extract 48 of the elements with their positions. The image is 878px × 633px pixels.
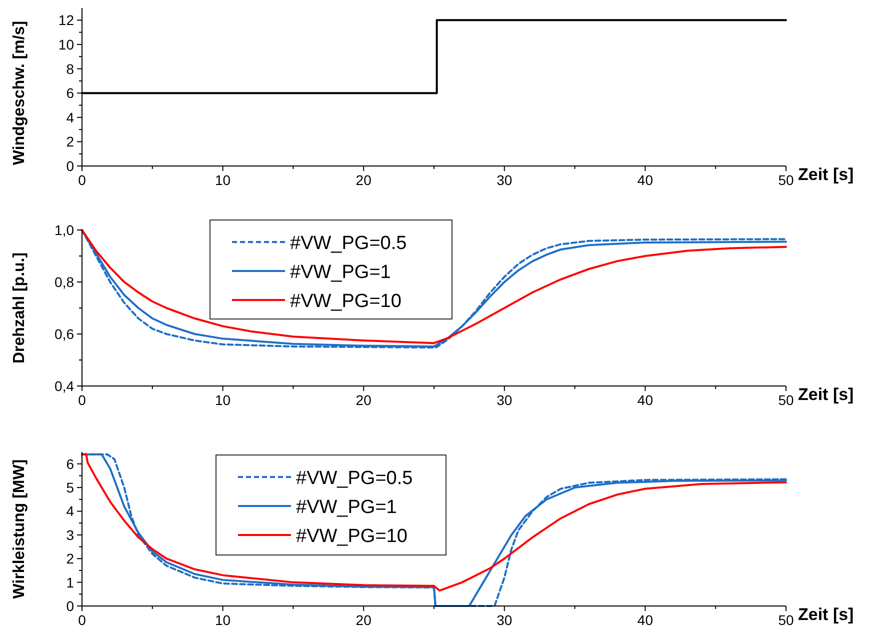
x-tick-label: 20	[356, 392, 372, 408]
x-tick-label: 40	[637, 392, 654, 408]
y-tick-label: 12	[58, 12, 74, 28]
legend-label: #VW_PG=0.5	[290, 233, 407, 254]
legend-label: #VW_PG=10	[290, 291, 402, 312]
y-tick-label: 0,4	[54, 378, 74, 394]
x-tick-label: 40	[637, 612, 654, 628]
x-tick-label: 0	[78, 392, 86, 408]
legend-label: #VW_PG=10	[296, 526, 408, 547]
legend-label: #VW_PG=0.5	[296, 468, 413, 489]
x-tick-label: 0	[78, 612, 86, 628]
y-axis-title: Windgeschw. [m/s]	[11, 20, 28, 166]
x-axis-title: Zeit [s]	[798, 385, 854, 404]
y-tick-label: 1,0	[54, 222, 74, 238]
y-tick-label: 8	[66, 60, 74, 77]
y-tick-label: 4	[66, 503, 74, 520]
x-axis-title: Zeit [s]	[798, 605, 854, 624]
y-tick-label: 5	[66, 480, 74, 496]
y-tick-label: 0	[66, 158, 74, 174]
x-tick-label: 30	[496, 392, 512, 408]
y-tick-label: 10	[58, 36, 74, 52]
x-tick-label: 40	[637, 172, 654, 188]
x-tick-label: 30	[496, 612, 512, 628]
x-tick-label: 50	[778, 392, 794, 408]
y-tick-label: 3	[66, 526, 74, 543]
x-tick-label: 20	[356, 172, 372, 188]
y-tick-label: 6	[66, 85, 74, 102]
x-tick-label: 30	[496, 172, 512, 188]
x-axis-title: Zeit [s]	[798, 165, 854, 184]
y-tick-label: 0,6	[54, 326, 74, 342]
y-axis-title: Wirkleistung [MW]	[11, 459, 28, 599]
x-tick-label: 0	[78, 172, 86, 188]
legend-label: #VW_PG=1	[290, 262, 391, 283]
x-tick-label: 10	[215, 612, 231, 628]
y-tick-label: 6	[66, 456, 74, 472]
x-tick-label: 50	[778, 612, 794, 628]
y-tick-label: 2	[66, 134, 74, 150]
x-tick-label: 20	[356, 612, 372, 628]
y-tick-label: 2	[66, 550, 74, 567]
y-tick-label: 4	[66, 109, 74, 126]
x-tick-label: 10	[215, 172, 231, 188]
y-tick-label: 0,8	[54, 274, 74, 290]
y-axis-title: Drehzahl [p.u.]	[11, 252, 28, 364]
x-tick-label: 10	[215, 392, 231, 408]
legend-label: #VW_PG=1	[296, 497, 397, 518]
y-tick-label: 0	[66, 598, 74, 614]
x-tick-label: 50	[778, 172, 794, 188]
y-tick-label: 1	[66, 574, 74, 590]
